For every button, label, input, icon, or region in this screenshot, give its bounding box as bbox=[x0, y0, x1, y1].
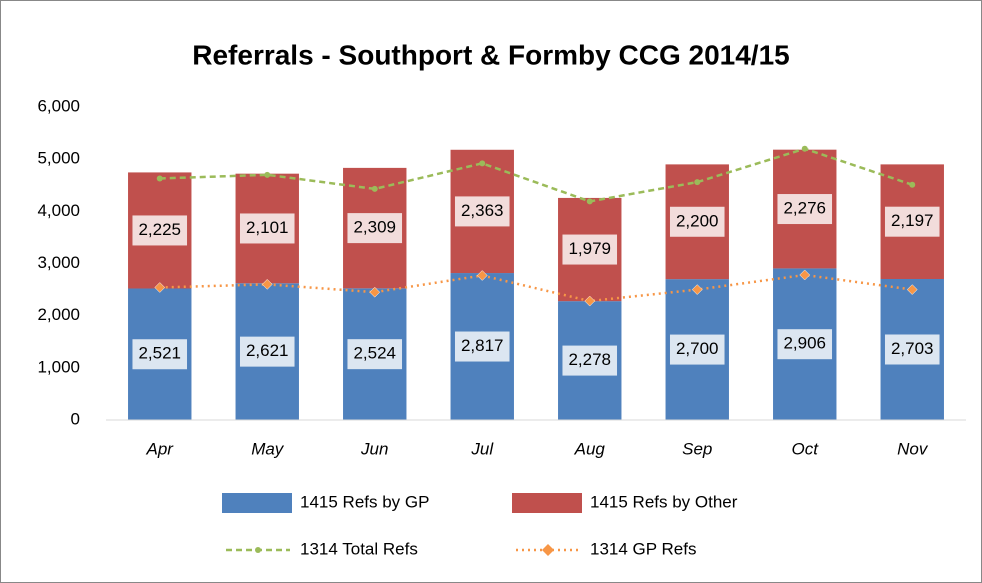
value-label: 2,101 bbox=[246, 218, 289, 237]
legend-swatch bbox=[512, 493, 582, 513]
x-tick-label: Aug bbox=[574, 439, 606, 458]
value-label: 2,524 bbox=[353, 344, 396, 363]
line-series bbox=[159, 147, 913, 203]
value-label: 2,276 bbox=[783, 199, 826, 218]
value-label-box bbox=[239, 336, 295, 367]
x-tick-label: May bbox=[251, 439, 285, 458]
legend-label: 1314 GP Refs bbox=[590, 539, 696, 558]
legend-marker bbox=[542, 544, 554, 556]
line-marker bbox=[584, 295, 596, 307]
value-label-box bbox=[239, 213, 295, 244]
legend-label: 1415 Refs by GP bbox=[300, 492, 429, 511]
value-label: 1,979 bbox=[568, 239, 611, 258]
value-label-box bbox=[669, 206, 725, 237]
y-tick-label: 4,000 bbox=[37, 201, 80, 220]
line-marker bbox=[691, 284, 703, 295]
value-label-box bbox=[777, 329, 833, 360]
y-tick-label: 2,000 bbox=[37, 305, 80, 324]
legend-swatch bbox=[222, 493, 292, 513]
value-label-box bbox=[884, 206, 940, 237]
legend-label: 1415 Refs by Other bbox=[590, 492, 738, 511]
line-marker bbox=[799, 269, 811, 281]
y-tick-label: 5,000 bbox=[37, 149, 80, 168]
y-tick-label: 0 bbox=[71, 409, 80, 428]
line-marker bbox=[369, 286, 381, 298]
line-series bbox=[159, 273, 913, 303]
value-label-box bbox=[347, 339, 403, 370]
value-label: 2,278 bbox=[568, 350, 611, 369]
value-label: 2,703 bbox=[891, 339, 934, 358]
x-tick-label: Sep bbox=[682, 439, 712, 458]
line-marker bbox=[476, 270, 488, 281]
legend-label: 1314 Total Refs bbox=[300, 539, 418, 558]
legend-marker bbox=[255, 547, 261, 553]
value-label: 2,521 bbox=[138, 344, 181, 363]
value-label: 2,200 bbox=[676, 211, 719, 230]
line-marker bbox=[694, 179, 701, 186]
y-tick-label: 6,000 bbox=[37, 96, 80, 115]
value-label-box bbox=[454, 331, 510, 362]
value-label: 2,906 bbox=[783, 334, 826, 353]
x-tick-label: Jun bbox=[360, 439, 388, 458]
line-marker bbox=[909, 181, 916, 188]
value-label: 2,309 bbox=[353, 218, 396, 237]
value-label: 2,197 bbox=[891, 211, 934, 230]
value-label-box bbox=[454, 196, 510, 227]
value-label-box bbox=[669, 334, 725, 365]
chart-title: Referrals - Southport & Formby CCG 2014/… bbox=[192, 39, 789, 70]
value-label: 2,363 bbox=[461, 201, 504, 220]
line-marker bbox=[586, 198, 593, 205]
value-label-box bbox=[562, 234, 618, 265]
value-label-box bbox=[884, 334, 940, 365]
value-label: 2,225 bbox=[138, 220, 181, 239]
x-tick-label: Nov bbox=[897, 439, 929, 458]
line-marker bbox=[371, 185, 378, 192]
line-marker bbox=[264, 171, 271, 178]
line-marker bbox=[906, 284, 918, 295]
line-marker bbox=[801, 145, 808, 152]
value-label-box bbox=[132, 339, 188, 370]
value-label-box bbox=[777, 194, 833, 225]
value-label: 2,700 bbox=[676, 339, 719, 358]
line-marker bbox=[154, 282, 166, 293]
value-label: 2,621 bbox=[246, 341, 289, 360]
line-marker bbox=[156, 175, 163, 182]
x-tick-label: Jul bbox=[470, 439, 494, 458]
value-label: 2,817 bbox=[461, 336, 504, 355]
value-label-box bbox=[132, 215, 188, 246]
line-marker bbox=[479, 160, 486, 167]
y-tick-label: 3,000 bbox=[37, 253, 80, 272]
x-tick-label: Oct bbox=[792, 439, 820, 458]
value-label-box bbox=[347, 213, 403, 244]
y-tick-label: 1,000 bbox=[37, 357, 80, 376]
value-label-box bbox=[562, 345, 618, 376]
x-tick-label: Apr bbox=[146, 439, 175, 458]
line-marker bbox=[261, 279, 273, 290]
